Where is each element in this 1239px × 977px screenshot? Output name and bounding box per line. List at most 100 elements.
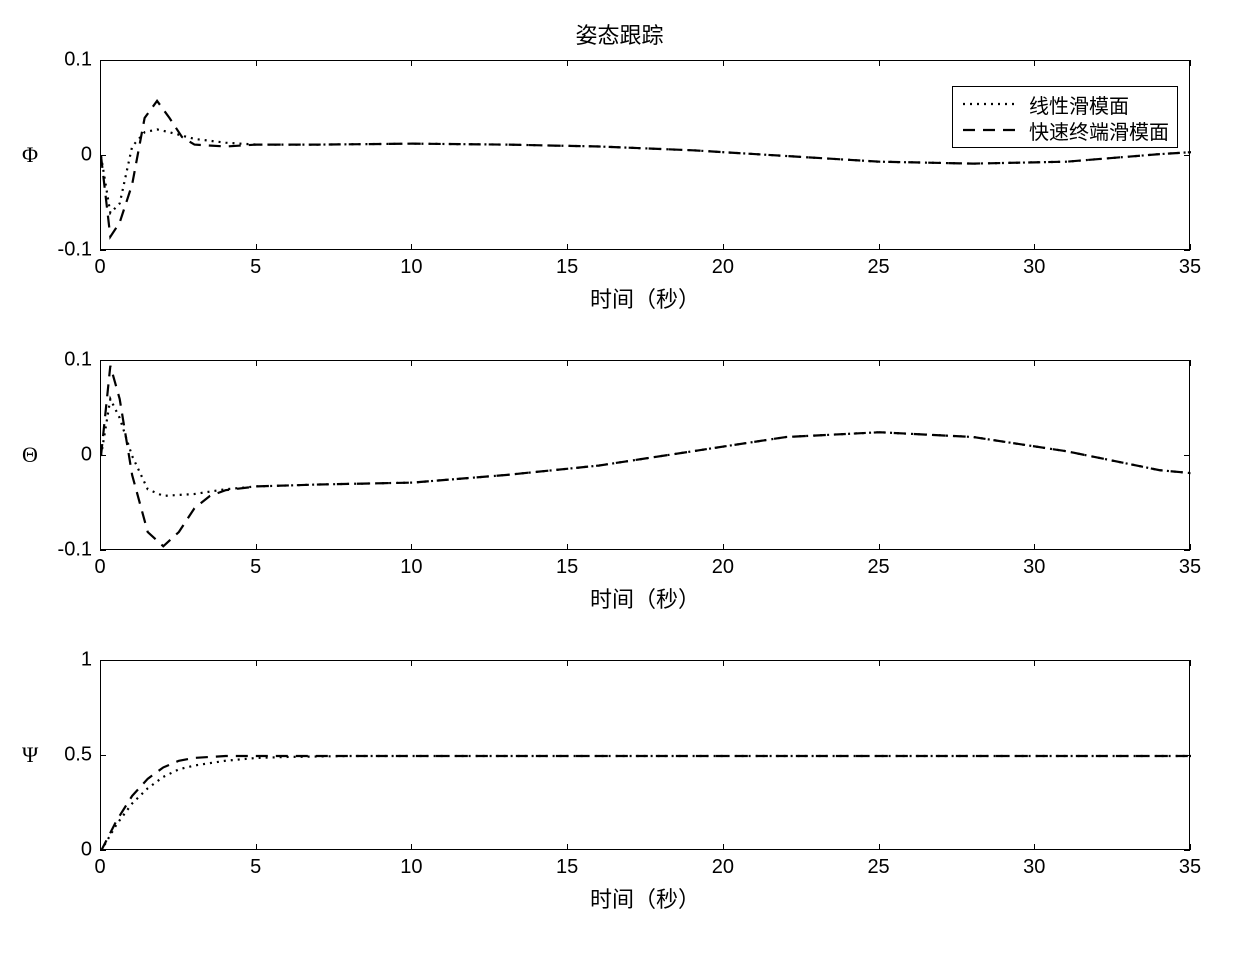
xtick-label: 10 [400, 556, 422, 579]
xtick [567, 544, 568, 550]
ytick-label: -0.1 [58, 239, 92, 262]
ylabel-1: Θ [22, 442, 38, 468]
xtick-top [1034, 60, 1035, 66]
ytick-right [1184, 455, 1190, 456]
xtick-label: 20 [712, 556, 734, 579]
ylabel-0: Φ [22, 142, 38, 168]
xtick [411, 244, 412, 250]
legend: 线性滑模面快速终端滑模面 [952, 86, 1178, 148]
ytick-label: 0 [81, 839, 92, 862]
ytick-label: 1 [81, 649, 92, 672]
xtick [567, 244, 568, 250]
xtick [411, 544, 412, 550]
series-line-1-0 [101, 399, 1191, 496]
xtick-label: 35 [1179, 856, 1201, 879]
xtick [1034, 244, 1035, 250]
ytick-right [1184, 755, 1190, 756]
xtick-top [879, 360, 880, 366]
ylabel-2: Ψ [22, 742, 38, 768]
ytick-right [1184, 60, 1190, 61]
ytick [100, 755, 106, 756]
ytick-label: 0.5 [64, 744, 92, 767]
series-line-2-1 [101, 756, 1191, 851]
ytick [100, 660, 106, 661]
xtick [879, 544, 880, 550]
xtick-label: 20 [712, 856, 734, 879]
xtick-top [723, 60, 724, 66]
xtick [256, 544, 257, 550]
series-line-1-1 [101, 366, 1191, 547]
xtick [1034, 544, 1035, 550]
xtick [256, 844, 257, 850]
ytick [100, 455, 106, 456]
xtick-top [1034, 360, 1035, 366]
legend-item-1: 快速终端滑模面 [961, 117, 1169, 143]
xtick [1034, 844, 1035, 850]
subplot-2 [100, 660, 1190, 850]
xtick-top [1190, 660, 1191, 666]
ytick-right [1184, 155, 1190, 156]
plot-svg-1 [101, 361, 1191, 551]
ytick [100, 850, 106, 851]
ytick-right [1184, 360, 1190, 361]
xtick [411, 844, 412, 850]
ytick-label: 0 [81, 444, 92, 467]
ytick [100, 250, 106, 251]
xtick-label: 10 [400, 256, 422, 279]
ytick [100, 60, 106, 61]
ytick-label: -0.1 [58, 539, 92, 562]
legend-swatch [961, 94, 1021, 114]
xtick-label: 25 [867, 856, 889, 879]
legend-item-0: 线性滑模面 [961, 91, 1169, 117]
xtick [1190, 844, 1191, 850]
xtick-top [723, 360, 724, 366]
ytick-right [1184, 660, 1190, 661]
xtick-label: 15 [556, 556, 578, 579]
xtick [723, 244, 724, 250]
xtick [1190, 544, 1191, 550]
legend-label: 线性滑模面 [1029, 90, 1129, 119]
xtick-label: 0 [94, 856, 105, 879]
xtick [567, 844, 568, 850]
xlabel-1: 时间（秒） [590, 582, 700, 614]
xtick-top [256, 60, 257, 66]
xtick-label: 30 [1023, 856, 1045, 879]
xtick-top [1034, 660, 1035, 666]
xtick-top [411, 60, 412, 66]
xtick-top [567, 360, 568, 366]
xtick [879, 844, 880, 850]
subplot-1 [100, 360, 1190, 550]
xtick-top [411, 360, 412, 366]
xtick-top [723, 660, 724, 666]
xtick-top [567, 660, 568, 666]
xtick-label: 35 [1179, 556, 1201, 579]
plot-svg-2 [101, 661, 1191, 851]
xtick-label: 0 [94, 556, 105, 579]
legend-label: 快速终端滑模面 [1029, 116, 1169, 145]
ytick-right [1184, 250, 1190, 251]
figure-container: 姿态跟踪 05101520253035-0.100.1Φ时间（秒）0510152… [0, 0, 1239, 977]
xtick-top [1190, 360, 1191, 366]
xtick-top [879, 660, 880, 666]
xtick-top [256, 360, 257, 366]
xtick-label: 10 [400, 856, 422, 879]
ytick-label: 0 [81, 144, 92, 167]
xlabel-2: 时间（秒） [590, 882, 700, 914]
xtick [723, 844, 724, 850]
xtick-label: 15 [556, 856, 578, 879]
xtick-top [411, 660, 412, 666]
ytick-label: 0.1 [64, 49, 92, 72]
xtick-label: 25 [867, 256, 889, 279]
ytick [100, 550, 106, 551]
xtick [879, 244, 880, 250]
xtick-label: 30 [1023, 556, 1045, 579]
xtick-top [256, 660, 257, 666]
xtick-top [879, 60, 880, 66]
xtick-label: 35 [1179, 256, 1201, 279]
xtick-label: 5 [250, 556, 261, 579]
xtick-label: 5 [250, 256, 261, 279]
xtick-label: 25 [867, 556, 889, 579]
xtick-label: 30 [1023, 256, 1045, 279]
ytick-right [1184, 550, 1190, 551]
xtick-top [567, 60, 568, 66]
